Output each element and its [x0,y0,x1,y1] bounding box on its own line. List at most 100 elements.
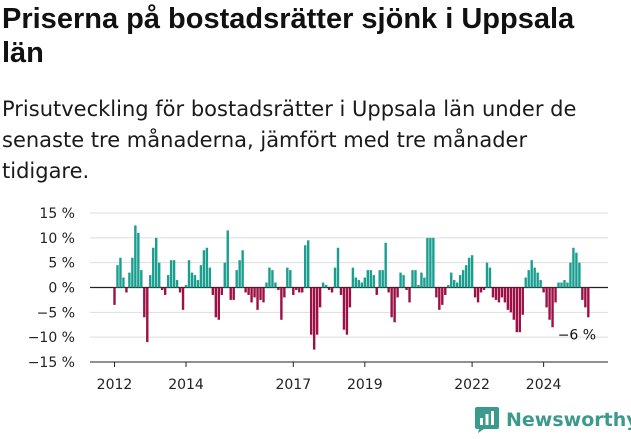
bar [196,280,200,288]
bar [166,275,170,288]
y-tick-label: 10 % [39,231,75,247]
bar [536,272,539,288]
bar [408,287,411,303]
chart-subtitle: Prisutveckling för bostadsrätter i Uppsa… [2,97,577,183]
bar [515,287,518,333]
bar [172,260,176,288]
bar [509,287,513,313]
bar [193,275,197,288]
bar [530,260,533,288]
bar [500,287,504,298]
bar [360,282,364,288]
bar [444,287,447,295]
bar [131,257,134,288]
bar [119,257,122,288]
bar [122,277,125,288]
bar [521,287,524,315]
bar [438,287,441,310]
bar [312,287,316,350]
bar [387,287,390,293]
bar [417,285,420,288]
bar [503,287,507,303]
bar [220,287,223,295]
bar [330,287,334,293]
bar [327,287,331,290]
bar [226,230,229,288]
bar [476,287,480,303]
bar [470,255,474,288]
bar [435,287,438,298]
bar [217,287,220,320]
y-tick-label: 0 % [48,281,75,297]
x-tick-label: 2017 [275,377,311,393]
bar [587,287,590,318]
bar [432,237,435,288]
x-tick-label: 2014 [168,377,204,393]
bar [414,270,417,288]
bar [548,287,551,320]
bar [524,277,527,288]
brand-name: Newsworthy [506,409,631,431]
bar [339,287,343,295]
bar [512,287,516,320]
bar [235,270,238,288]
bar [542,287,545,293]
bar [551,287,554,328]
bar [411,270,414,288]
bar [405,287,408,290]
bar [578,262,581,288]
bar [116,265,119,288]
bar [113,287,116,305]
bar [268,267,271,288]
bar [125,287,128,293]
bar [307,240,310,288]
bar [152,247,155,288]
bar [137,232,140,288]
bar [134,225,137,288]
bar [160,287,164,290]
x-tick-label: 2012 [97,377,133,393]
bar [184,285,188,288]
bar [357,280,361,288]
bar [247,287,250,295]
y-tick-label: 5 % [48,256,75,272]
bar [289,270,292,288]
bar [143,287,146,318]
bar [277,287,280,290]
bar [393,287,396,323]
bar [140,270,143,288]
bar [533,267,536,288]
bar [426,237,429,288]
bar [205,247,209,288]
bar [557,282,560,288]
bar [274,282,277,288]
bar [244,287,247,293]
bar [232,287,235,300]
y-axis-labels: 15 % 10 % 5 % 0 % −5 % −10 % −15 % [28,206,75,371]
bar [283,287,286,298]
bar [485,262,489,288]
bar [366,270,369,288]
bar [211,287,215,295]
bar [178,287,182,293]
bar [423,277,426,288]
bar [569,262,572,288]
bar [175,280,179,288]
bar [375,287,378,295]
bar [301,287,304,293]
bar [396,287,399,298]
bar [473,287,477,298]
x-tick-label: 2022 [454,377,490,393]
bar [280,287,283,320]
bar [238,260,241,288]
bar [369,270,372,288]
bar [464,265,468,288]
bar [420,272,423,288]
bar [560,282,563,288]
bar [506,287,510,310]
bar [348,287,352,308]
bar [292,287,295,295]
bar [572,247,575,288]
bar [441,287,444,305]
bar [458,275,462,288]
